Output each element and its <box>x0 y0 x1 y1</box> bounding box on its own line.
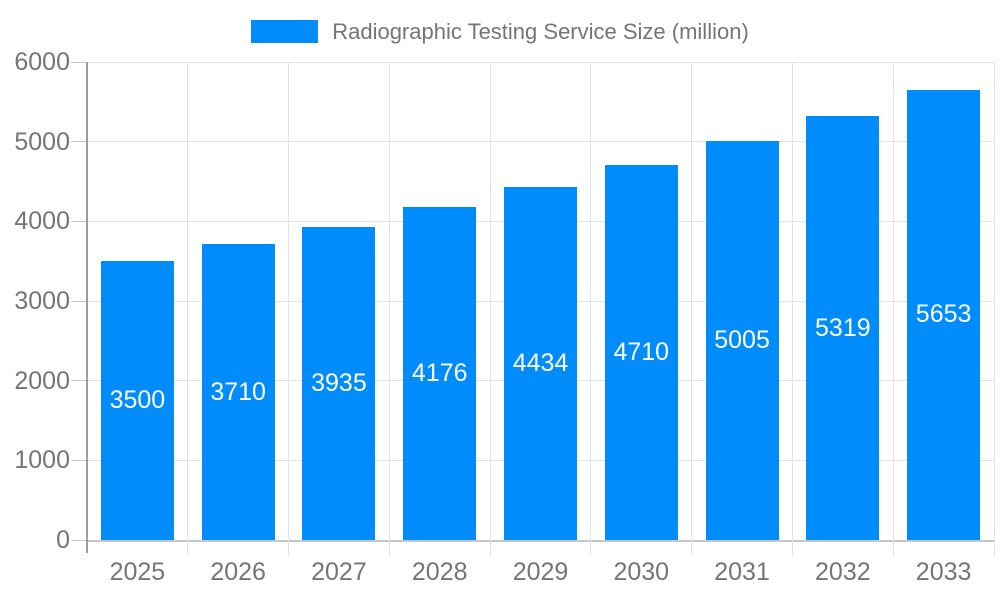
bar-value-label: 3935 <box>311 368 367 397</box>
bar: 3710 <box>201 244 275 540</box>
bar: 5653 <box>907 89 981 540</box>
y-axis-tick <box>71 539 87 541</box>
bar: 5005 <box>705 141 779 540</box>
bar: 4710 <box>604 164 678 540</box>
v-gridline <box>993 62 995 556</box>
bar-value-label: 4176 <box>411 359 468 388</box>
v-gridline <box>388 62 390 556</box>
v-gridline <box>791 62 793 556</box>
x-tick-label: 2028 <box>411 558 468 586</box>
legend-swatch <box>251 20 319 43</box>
x-tick-label: 2030 <box>613 558 670 586</box>
y-tick-label: 3000 <box>14 287 70 315</box>
h-gridline <box>87 61 994 63</box>
bar-value-label: 3500 <box>109 386 166 415</box>
h-gridline <box>87 141 994 143</box>
bar-value-label: 5319 <box>815 313 871 342</box>
plot-area: 3500 3710 3935 4176 4434 4710 5005 5319 5653 <box>71 61 995 556</box>
y-axis-tick <box>71 380 87 382</box>
x-tick-label: 2032 <box>815 558 871 586</box>
x-tick-label: 2026 <box>210 558 266 586</box>
y-axis-tick <box>71 300 87 302</box>
x-tick-label: 2031 <box>714 558 770 586</box>
y-axis-tick <box>71 459 87 461</box>
v-gridline <box>489 62 491 556</box>
x-tick-label: 2027 <box>311 558 367 586</box>
y-axis-tick <box>71 61 87 63</box>
y-axis-tick <box>71 141 87 143</box>
x-axis-line <box>87 540 994 542</box>
x-tick-label: 2029 <box>512 558 569 586</box>
y-tick-label: 2000 <box>14 366 70 395</box>
y-tick-label: 5000 <box>14 127 70 156</box>
v-gridline <box>691 62 693 556</box>
v-gridline <box>187 62 189 556</box>
y-tick-label: 0 <box>56 526 70 554</box>
y-tick-label: 6000 <box>14 48 70 76</box>
bar: 5319 <box>806 116 880 540</box>
v-gridline <box>590 62 592 556</box>
bar: 3935 <box>302 226 376 540</box>
bar: 4176 <box>403 207 477 540</box>
bar: 4434 <box>504 186 577 540</box>
y-tick-label: 1000 <box>14 446 70 475</box>
y-axis-tick <box>71 220 87 222</box>
bar: 3500 <box>100 261 174 540</box>
bar-value-label: 4710 <box>613 337 670 366</box>
bar-value-label: 5005 <box>714 326 770 355</box>
v-gridline <box>288 62 290 556</box>
y-axis-line <box>86 62 88 553</box>
legend-label: Radiographic Testing Service Size (milli… <box>332 18 749 44</box>
bar-value-label: 5653 <box>915 300 972 329</box>
v-gridline <box>892 62 894 556</box>
legend: Radiographic Testing Service Size (milli… <box>0 18 1000 45</box>
bar-value-label: 3710 <box>210 377 266 406</box>
x-tick-label: 2033 <box>915 558 972 586</box>
y-tick-label: 4000 <box>14 207 70 236</box>
bar-value-label: 4434 <box>512 348 569 377</box>
x-tick-label: 2025 <box>109 558 166 586</box>
